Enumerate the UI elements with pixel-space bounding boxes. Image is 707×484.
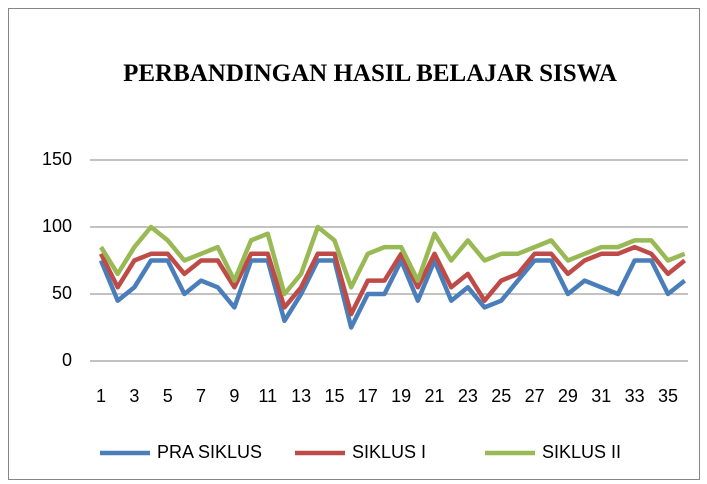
x-tick-label: 23: [458, 386, 478, 406]
x-tick-label: 1: [96, 386, 106, 406]
legend-label: SIKLUS I: [352, 442, 426, 462]
x-tick-label: 33: [625, 386, 645, 406]
x-tick-label: 13: [291, 386, 311, 406]
legend-label: PRA SIKLUS: [157, 442, 262, 462]
x-tick-label: 31: [591, 386, 611, 406]
y-tick-label: 150: [42, 149, 72, 169]
chart-title: PERBANDINGAN HASIL BELAJAR SISWA: [123, 60, 617, 87]
x-tick-label: 27: [525, 386, 545, 406]
x-tick-label: 11: [258, 386, 277, 406]
y-tick-label: 100: [42, 216, 72, 236]
legend-label: SIKLUS II: [542, 442, 621, 462]
x-tick-label: 19: [391, 386, 411, 406]
y-tick-label: 50: [52, 283, 72, 303]
x-tick-label: 3: [129, 386, 139, 406]
x-tick-label: 5: [163, 386, 173, 406]
x-tick-label: 9: [229, 386, 239, 406]
x-tick-label: 21: [425, 386, 445, 406]
series-line: [98, 244, 687, 317]
series-line: [98, 258, 687, 330]
series-line: [99, 224, 686, 297]
x-tick-label: 15: [324, 386, 344, 406]
x-tick-label: 29: [558, 386, 578, 406]
y-tick-label: 0: [62, 350, 72, 370]
x-tick-label: 25: [491, 386, 511, 406]
x-tick-label: 35: [658, 386, 678, 406]
x-tick-label: 7: [196, 386, 206, 406]
chart-border: [8, 8, 700, 480]
x-tick-label: 17: [358, 386, 378, 406]
